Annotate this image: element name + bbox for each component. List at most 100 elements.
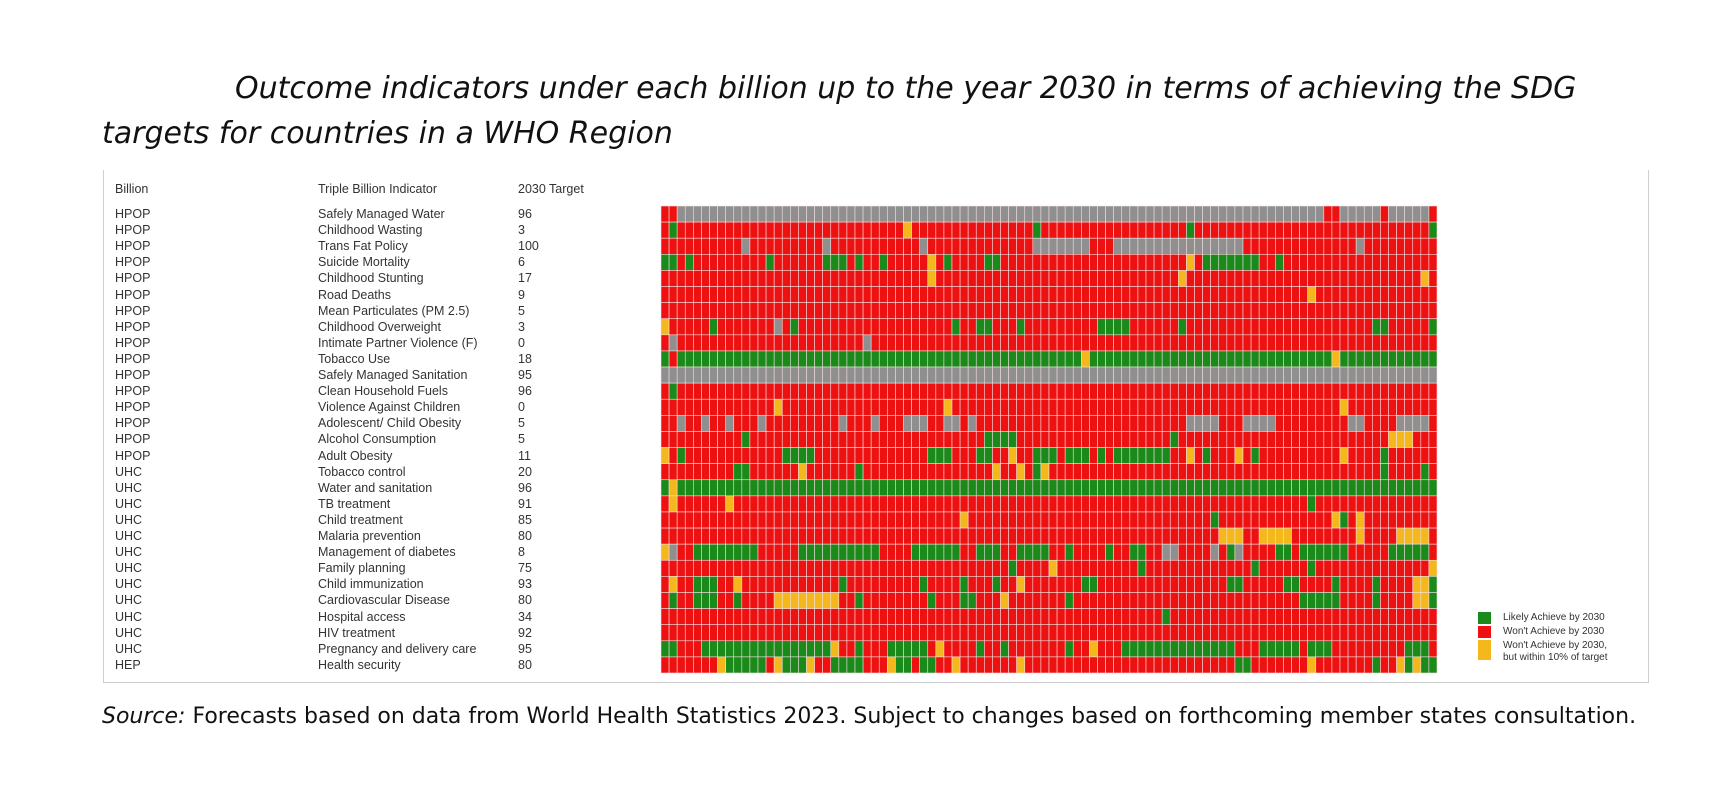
heatmap-cell [1363,656,1373,674]
heatmap-cell [1250,221,1260,239]
heatmap-cell [1129,463,1139,481]
heatmap-cell [1121,592,1131,609]
heatmap-cell [733,334,743,352]
heatmap-cell [911,254,920,271]
heatmap-cell [1081,270,1090,287]
heatmap-cell [1040,350,1050,368]
heatmap-cell [975,624,985,642]
heatmap-cell [919,286,929,303]
heatmap-cell [1161,447,1171,464]
heatmap-cell [1129,221,1139,239]
heatmap-cell [1056,527,1066,545]
heatmap-cell [943,495,953,513]
heatmap-cell [919,608,929,625]
heatmap-cell [1347,237,1357,255]
heatmap-cell [1355,479,1365,497]
heatmap-cell [830,254,840,271]
heatmap-cell [838,447,848,464]
heatmap-cell [1210,302,1220,320]
heatmap-cell [1081,366,1090,384]
heatmap-cell [1275,592,1284,609]
heatmap-cell [773,334,783,352]
heatmap-cell [911,302,920,320]
heatmap-cell [992,382,1001,400]
heatmap-cell [927,656,937,674]
heatmap-cell [992,495,1001,513]
heatmap-cell [814,624,823,642]
heatmap-cell [919,543,929,561]
heatmap-cell [1153,431,1163,448]
heatmap-cell [878,447,888,464]
heatmap-cell [1355,511,1365,529]
heatmap-cell [1194,624,1203,642]
heatmap-cell [806,350,815,368]
heatmap-cell [1113,447,1123,464]
row-billion: HPOP [115,448,151,463]
heatmap-cell [733,624,743,642]
heatmap-cell [1380,286,1389,303]
heatmap-cell [757,254,767,271]
heatmap-cell [984,286,993,303]
heatmap-cell [1404,543,1414,561]
heatmap-cell [684,624,694,642]
row-billion: UHC [115,577,143,592]
heatmap-cell [854,382,864,400]
heatmap-cell [895,495,904,513]
heatmap-cell [1178,495,1187,513]
heatmap-cell [1283,302,1292,320]
heatmap-cell [1169,559,1179,577]
heatmap-cell [895,431,904,448]
heatmap-cell [903,286,912,303]
heatmap-cell [1121,527,1131,545]
heatmap-cell [790,656,799,674]
heatmap-cell [1202,608,1211,625]
heatmap-cell [854,302,864,320]
row-billion: UHC [115,512,143,527]
heatmap-cell [1372,463,1381,481]
heatmap-cell [765,415,775,432]
row-indicator: Tobacco Use [318,351,391,366]
heatmap-cell [781,270,791,287]
heatmap-cell [1283,205,1292,223]
heatmap-cell [1137,543,1147,561]
heatmap-cell [870,382,880,400]
heatmap-cell [1266,527,1276,545]
heatmap-cell [911,592,920,609]
heatmap-cell [717,656,726,674]
heatmap-cell [1153,511,1163,529]
heatmap-cell [1081,608,1090,625]
heatmap-cell [1040,576,1050,593]
heatmap-cell [717,237,726,255]
heatmap-cell [862,511,872,529]
row-target: 85 [518,512,532,527]
heatmap-cell [1234,463,1244,481]
heatmap-cell [830,495,840,513]
heatmap-cell [1145,431,1155,448]
heatmap-cell [660,543,670,561]
heatmap-cell [717,254,726,271]
heatmap-cell [1266,237,1276,255]
heatmap-cell [1307,656,1317,674]
heatmap-cell [822,592,832,609]
heatmap-cell [1121,511,1131,529]
heatmap-cell [814,382,823,400]
heatmap-cell [878,254,888,271]
heatmap-cell [967,431,977,448]
heatmap-cell [887,254,896,271]
heatmap-cell [1420,576,1430,593]
heatmap-cell [1202,350,1211,368]
heatmap-cell [878,479,888,497]
heatmap-cell [1008,527,1017,545]
heatmap-cell [1048,237,1058,255]
heatmap-cell [1331,302,1341,320]
heatmap-cell [846,237,856,255]
heatmap-cell [984,398,993,416]
heatmap-cell [1299,254,1308,271]
heatmap-cell [1032,431,1042,448]
heatmap-cell [1081,592,1090,609]
heatmap-cell [676,543,686,561]
heatmap-cell [741,624,751,642]
heatmap-cell [1040,511,1050,529]
heatmap-cell [733,205,743,223]
heatmap-cell [878,559,888,577]
